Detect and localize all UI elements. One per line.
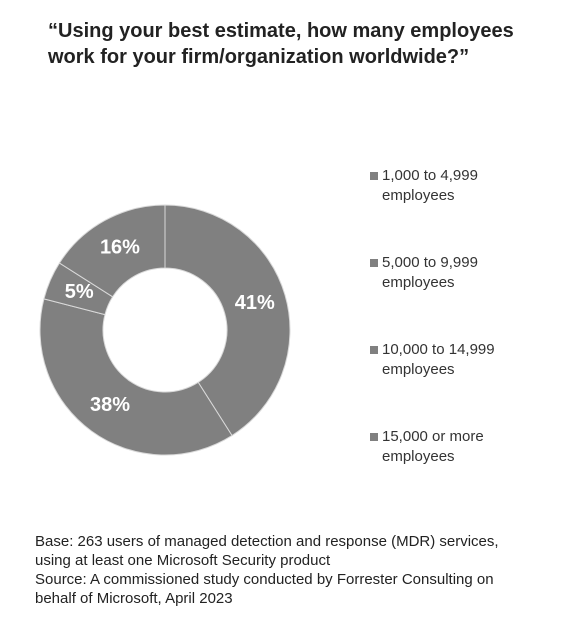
legend-item: 5,000 to 9,999 employees	[370, 253, 510, 340]
legend-swatch	[370, 346, 378, 354]
data-label: 38%	[90, 394, 130, 416]
donut-slice	[164, 204, 291, 437]
legend-label: 1,000 to 4,999 employees	[382, 167, 478, 204]
note: Base: 263 users of managed detection and…	[35, 533, 499, 569]
legend-swatch	[370, 433, 378, 441]
legend-label: 5,000 to 9,999 employees	[382, 254, 478, 291]
note: Source: A commissioned study conducted b…	[35, 571, 494, 607]
legend-swatch	[370, 172, 378, 180]
data-label: 5%	[65, 281, 94, 303]
legend-swatch	[370, 259, 378, 267]
legend-label: 15,000 or more employees	[382, 428, 484, 465]
legend-label: 10,000 to 14,999 employees	[382, 341, 495, 378]
legend-item: 10,000 to 14,999 employees	[370, 340, 510, 427]
chart-title: “Using your best estimate, how many empl…	[48, 20, 514, 68]
donut-slice	[39, 298, 233, 456]
data-label: 41%	[235, 292, 275, 314]
donut-slice	[58, 204, 166, 298]
data-label: 16%	[100, 236, 140, 258]
legend-item: 1,000 to 4,999 employees	[370, 166, 510, 253]
legend: 1,000 to 4,999 employees 5,000 to 9,999 e…	[370, 166, 510, 514]
notes: Base: 263 users of managed detection and…	[35, 532, 505, 608]
legend-item: 15,000 or more employees	[370, 427, 510, 514]
